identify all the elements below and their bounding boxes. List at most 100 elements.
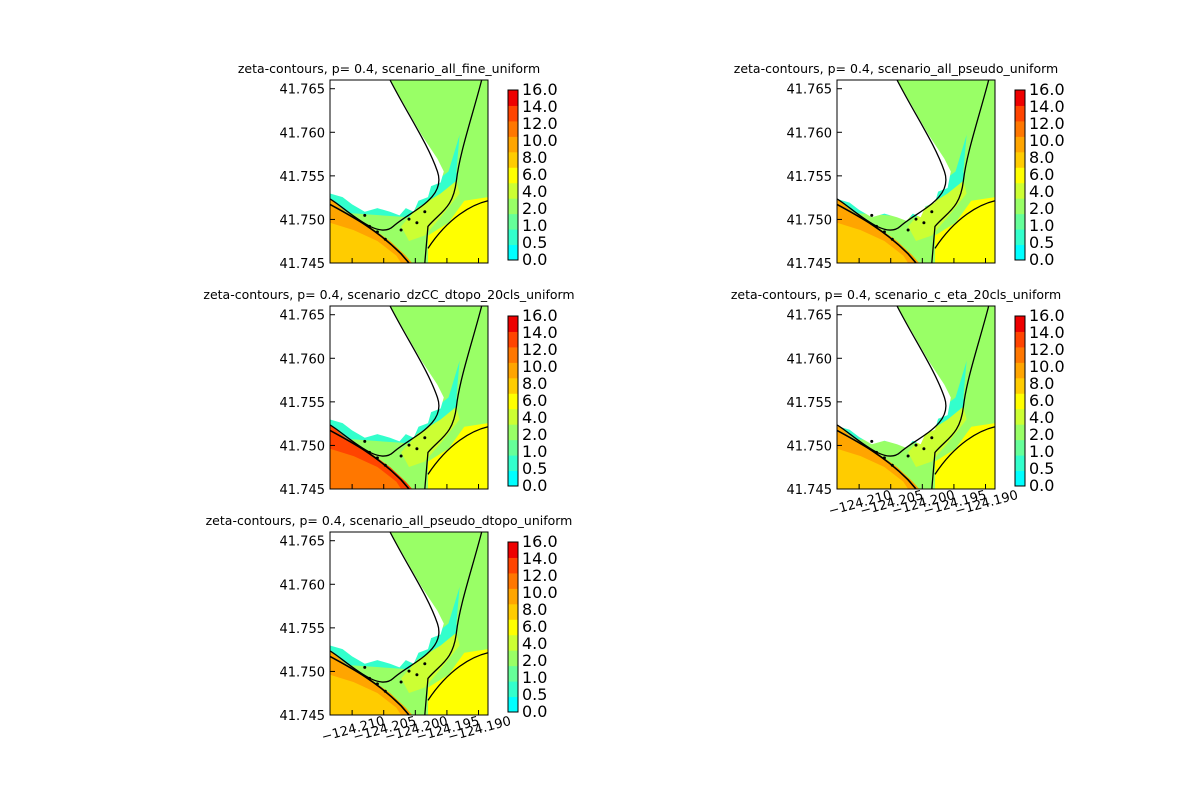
field-band-se: [935, 197, 995, 263]
colorbar-tick-label: 2.0: [1029, 425, 1054, 444]
colorbar-tick-label: 1.0: [522, 668, 547, 687]
colorbar-segment: [1015, 90, 1025, 106]
colorbar-tick-label: 1.0: [1029, 442, 1054, 461]
field-band-sw-inner: [330, 674, 402, 715]
colorbar-tick-label: 10.0: [1029, 131, 1065, 150]
island-dot: [368, 450, 371, 454]
colorbar-tick-label: 1.0: [522, 442, 547, 461]
island-dot: [875, 450, 878, 454]
colorbar-tick-label: 0.0: [1029, 250, 1054, 269]
field-band-se: [935, 423, 995, 489]
east-contour: [427, 200, 489, 249]
island-dot: [415, 221, 419, 225]
y-tick-label: 41.755: [280, 396, 326, 411]
colorbar-tick-label: 0.0: [522, 702, 547, 721]
land-mask: [837, 80, 951, 221]
colorbar-segment: [1015, 393, 1025, 410]
colorbar-segment: [1015, 136, 1025, 153]
colorbar-segment: [1015, 182, 1025, 199]
field-band-ne: [448, 306, 488, 444]
river-contour: [931, 305, 990, 490]
y-tick-label: 41.760: [280, 352, 326, 367]
axes-frame: [836, 79, 996, 264]
colorbar-tick-label: 12.0: [1029, 114, 1065, 133]
island-dot: [399, 680, 403, 684]
colorbar-segment: [508, 424, 518, 441]
colorbar-segment: [1015, 229, 1025, 246]
island-dot: [383, 463, 387, 467]
colorbar-segment: [1015, 439, 1025, 456]
colorbar-tick-label: 16.0: [522, 80, 558, 99]
colorbar-segment: [508, 346, 518, 363]
island-dot: [890, 237, 894, 241]
colorbar-segment: [508, 696, 518, 713]
island-dot: [930, 210, 934, 214]
island-dot: [407, 669, 411, 673]
y-tick-label: 41.760: [787, 126, 833, 141]
colorbar-tick-label: 12.0: [1029, 340, 1065, 359]
colorbar-tick-label: 2.0: [1029, 199, 1054, 218]
panel-title: zeta-contours, p= 0.4, scenario_all_fine…: [238, 61, 540, 76]
colorbar-segment: [1015, 105, 1025, 122]
colorbar-segment: [508, 151, 518, 168]
colorbar-tick-label: 12.0: [522, 340, 558, 359]
colorbar-segment: [508, 681, 518, 698]
colorbar-tick-label: 8.0: [1029, 148, 1054, 167]
field-band-low: [330, 306, 488, 444]
river-contour: [931, 79, 990, 264]
y-tick-label: 41.760: [787, 352, 833, 367]
island-dot: [870, 213, 874, 217]
island-dot: [407, 443, 411, 447]
colorbar-tick-label: 6.0: [1029, 165, 1054, 184]
colorbar-segment: [1015, 346, 1025, 363]
colorbar-tick-label: 6.0: [522, 391, 547, 410]
colorbar-tick-label: 2.0: [522, 425, 547, 444]
island-dot: [375, 456, 379, 460]
colorbar-tick-label: 8.0: [1029, 374, 1054, 393]
east-contour: [427, 426, 489, 475]
colorbar-segment: [1015, 377, 1025, 394]
east-contour: [934, 200, 996, 249]
y-tick-label: 41.765: [280, 83, 326, 98]
colorbar-segment: [508, 439, 518, 456]
island-dot: [870, 439, 874, 443]
field-band-low: [330, 80, 488, 218]
panel-title: zeta-contours, p= 0.4, scenario_all_pseu…: [206, 513, 573, 528]
colorbar-segment: [508, 377, 518, 394]
field-band-mid: [908, 406, 967, 467]
colorbar-segment: [508, 542, 518, 558]
colorbar-tick-label: 0.5: [1029, 233, 1054, 252]
colorbar-tick-label: 0.5: [522, 685, 547, 704]
colorbar-segment: [1015, 424, 1025, 441]
colorbar-segment: [508, 362, 518, 379]
y-tick-label: 41.745: [280, 483, 326, 498]
colorbar-segment: [508, 557, 518, 574]
island-dot: [930, 436, 934, 440]
colorbar-tick-label: 14.0: [522, 549, 558, 568]
island-dot: [423, 210, 427, 214]
colorbar-tick-label: 8.0: [522, 148, 547, 167]
island-dot: [882, 456, 886, 460]
colorbar-tick-label: 12.0: [522, 114, 558, 133]
y-tick-label: 41.750: [280, 213, 326, 228]
land-mask: [330, 532, 444, 668]
y-tick-label: 41.755: [280, 622, 326, 637]
panel-title: zeta-contours, p= 0.4, scenario_all_pseu…: [734, 61, 1058, 76]
river-contour: [424, 79, 483, 264]
island-dot: [890, 463, 894, 467]
colorbar-segment: [1015, 316, 1025, 332]
island-dot: [423, 662, 427, 666]
colorbar-tick-label: 4.0: [1029, 182, 1054, 201]
island-dot: [399, 228, 403, 232]
island-dot: [906, 454, 910, 458]
colorbar-tick-label: 14.0: [522, 97, 558, 116]
colorbar-tick-label: 4.0: [522, 182, 547, 201]
colorbar-segment: [508, 213, 518, 230]
colorbar-tick-label: 0.0: [522, 476, 547, 495]
island-dot: [906, 228, 910, 232]
colorbar-tick-label: 6.0: [522, 617, 547, 636]
island-dot: [383, 237, 387, 241]
colorbar-tick-label: 6.0: [1029, 391, 1054, 410]
y-tick-label: 41.745: [787, 483, 833, 498]
field-band-sw-inner: [330, 448, 402, 489]
